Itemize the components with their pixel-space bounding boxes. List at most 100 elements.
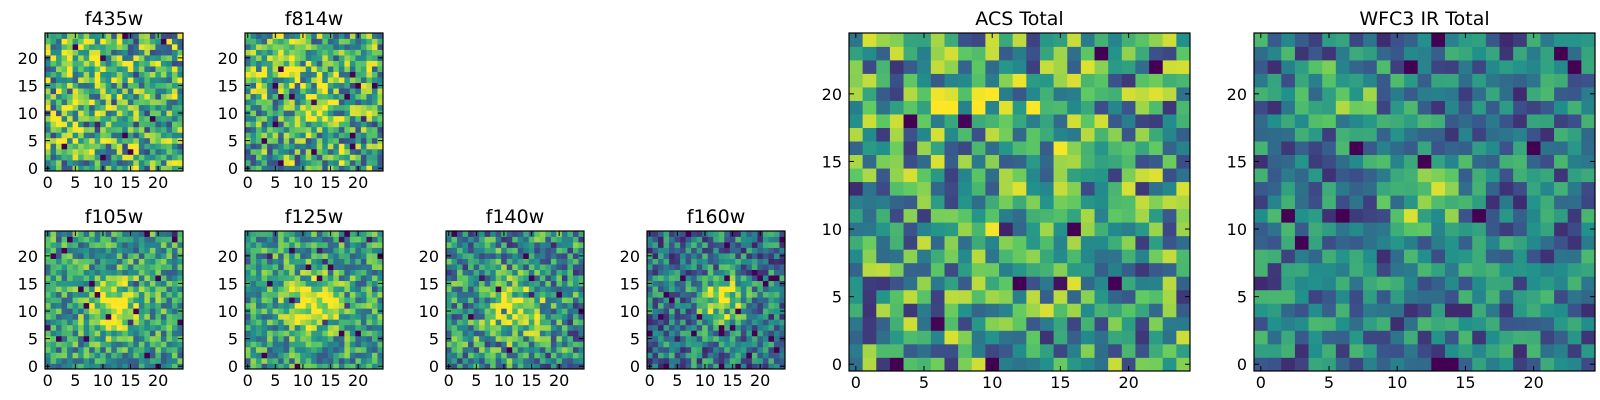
heatmap-cell xyxy=(534,335,541,342)
heatmap-cell xyxy=(718,346,725,353)
heatmap-cell xyxy=(1267,181,1282,196)
heatmap-cell xyxy=(50,38,57,45)
heatmap-cell xyxy=(344,33,351,39)
heatmap-cell xyxy=(718,236,725,243)
heatmap-cell xyxy=(917,60,932,74)
heatmap-cell xyxy=(294,115,301,122)
heatmap-cell xyxy=(1540,276,1555,291)
heatmap-cell xyxy=(294,330,301,337)
heatmap-cell xyxy=(539,286,546,293)
heatmap-cell xyxy=(663,275,670,282)
heatmap-cell xyxy=(1513,343,1528,358)
heatmap-cell xyxy=(245,302,251,309)
heatmap-cell xyxy=(166,55,173,61)
heatmap-cell xyxy=(133,313,140,320)
heatmap-cell xyxy=(696,319,703,326)
heatmap-cell xyxy=(371,242,378,248)
heatmap-cell xyxy=(322,93,329,100)
heatmap-cell xyxy=(876,316,891,331)
heatmap-cell xyxy=(1012,330,1027,345)
heatmap-cell xyxy=(740,297,747,304)
heatmap-cell xyxy=(177,154,184,161)
x-tick-label: 10 xyxy=(982,373,1002,392)
heatmap-cell xyxy=(56,264,62,270)
x-tick-label: 15 xyxy=(320,173,340,192)
heatmap-cell xyxy=(338,55,345,61)
heatmap-cell xyxy=(355,346,362,353)
heatmap-cell xyxy=(371,313,378,320)
x-tick-label: 5 xyxy=(270,173,280,192)
heatmap-cell xyxy=(166,335,173,342)
heatmap-cell xyxy=(578,297,585,304)
y-tick-label: 10 xyxy=(822,220,842,239)
heatmap-cell xyxy=(267,66,273,72)
heatmap-cell xyxy=(311,308,318,315)
heatmap-cell xyxy=(78,352,84,359)
heatmap-cell xyxy=(56,44,62,50)
heatmap-cell xyxy=(652,352,659,359)
heatmap-cell xyxy=(149,99,156,106)
heatmap-cell xyxy=(1281,249,1296,264)
heatmap-cell xyxy=(746,242,753,248)
heatmap-cell xyxy=(61,77,68,84)
heatmap-cell xyxy=(89,335,96,342)
heatmap-cell xyxy=(344,357,351,364)
heatmap-cell xyxy=(446,319,452,326)
heatmap-cell xyxy=(707,313,714,320)
heatmap-cell xyxy=(267,104,273,111)
heatmap-cell xyxy=(72,110,79,117)
heatmap-cell xyxy=(1149,262,1164,277)
heatmap-cell xyxy=(245,143,251,150)
heatmap-cell xyxy=(133,33,140,39)
heatmap-cell xyxy=(105,88,112,95)
heatmap-cell xyxy=(67,126,73,133)
heatmap-cell xyxy=(1322,181,1337,196)
heatmap-cell xyxy=(751,341,758,348)
heatmap-cell xyxy=(578,352,585,359)
heatmap-cell xyxy=(105,148,112,155)
heatmap-cell xyxy=(930,127,945,142)
heatmap-cell xyxy=(457,324,463,331)
heatmap-cell xyxy=(545,231,552,237)
heatmap-cell xyxy=(166,363,173,370)
heatmap-cell xyxy=(1376,208,1391,223)
heatmap-cell xyxy=(757,236,764,243)
heatmap-cell xyxy=(691,242,698,248)
heatmap-cell xyxy=(89,71,96,78)
heatmap-cell xyxy=(903,316,918,331)
heatmap-cell xyxy=(94,286,101,293)
heatmap-cell xyxy=(344,154,351,161)
heatmap-cell xyxy=(528,357,535,364)
heatmap-cell xyxy=(327,38,334,45)
heatmap-cell xyxy=(457,264,463,270)
heatmap-cell xyxy=(155,275,162,282)
heatmap-cell xyxy=(83,236,90,243)
heatmap-cell xyxy=(1121,181,1136,196)
heatmap-cell xyxy=(501,275,508,282)
heatmap-cell xyxy=(116,77,123,84)
heatmap-cell xyxy=(245,324,251,331)
heatmap-cell xyxy=(1080,316,1095,331)
heatmap-cell xyxy=(83,258,90,265)
heatmap-cell xyxy=(1404,154,1419,169)
heatmap-cell xyxy=(691,341,698,348)
x-tick-label: 20 xyxy=(348,173,368,192)
heatmap-cell xyxy=(1417,262,1432,277)
heatmap-cell xyxy=(267,110,273,117)
heatmap-cell xyxy=(903,181,918,196)
heatmap-cell xyxy=(61,258,68,265)
heatmap-cell xyxy=(999,316,1014,331)
heatmap-cell xyxy=(746,297,753,304)
heatmap-cell xyxy=(250,121,257,128)
heatmap-cell xyxy=(1499,262,1514,277)
heatmap-cell xyxy=(534,357,541,364)
heatmap-cell xyxy=(261,104,268,111)
heatmap-cell xyxy=(534,280,541,287)
heatmap-cell xyxy=(311,44,318,50)
heatmap-cell xyxy=(696,346,703,353)
heatmap-cell xyxy=(674,242,681,248)
heatmap-cell xyxy=(674,302,681,309)
heatmap-cell xyxy=(561,236,568,243)
heatmap-cell xyxy=(451,231,458,237)
heatmap-cell xyxy=(512,363,519,370)
